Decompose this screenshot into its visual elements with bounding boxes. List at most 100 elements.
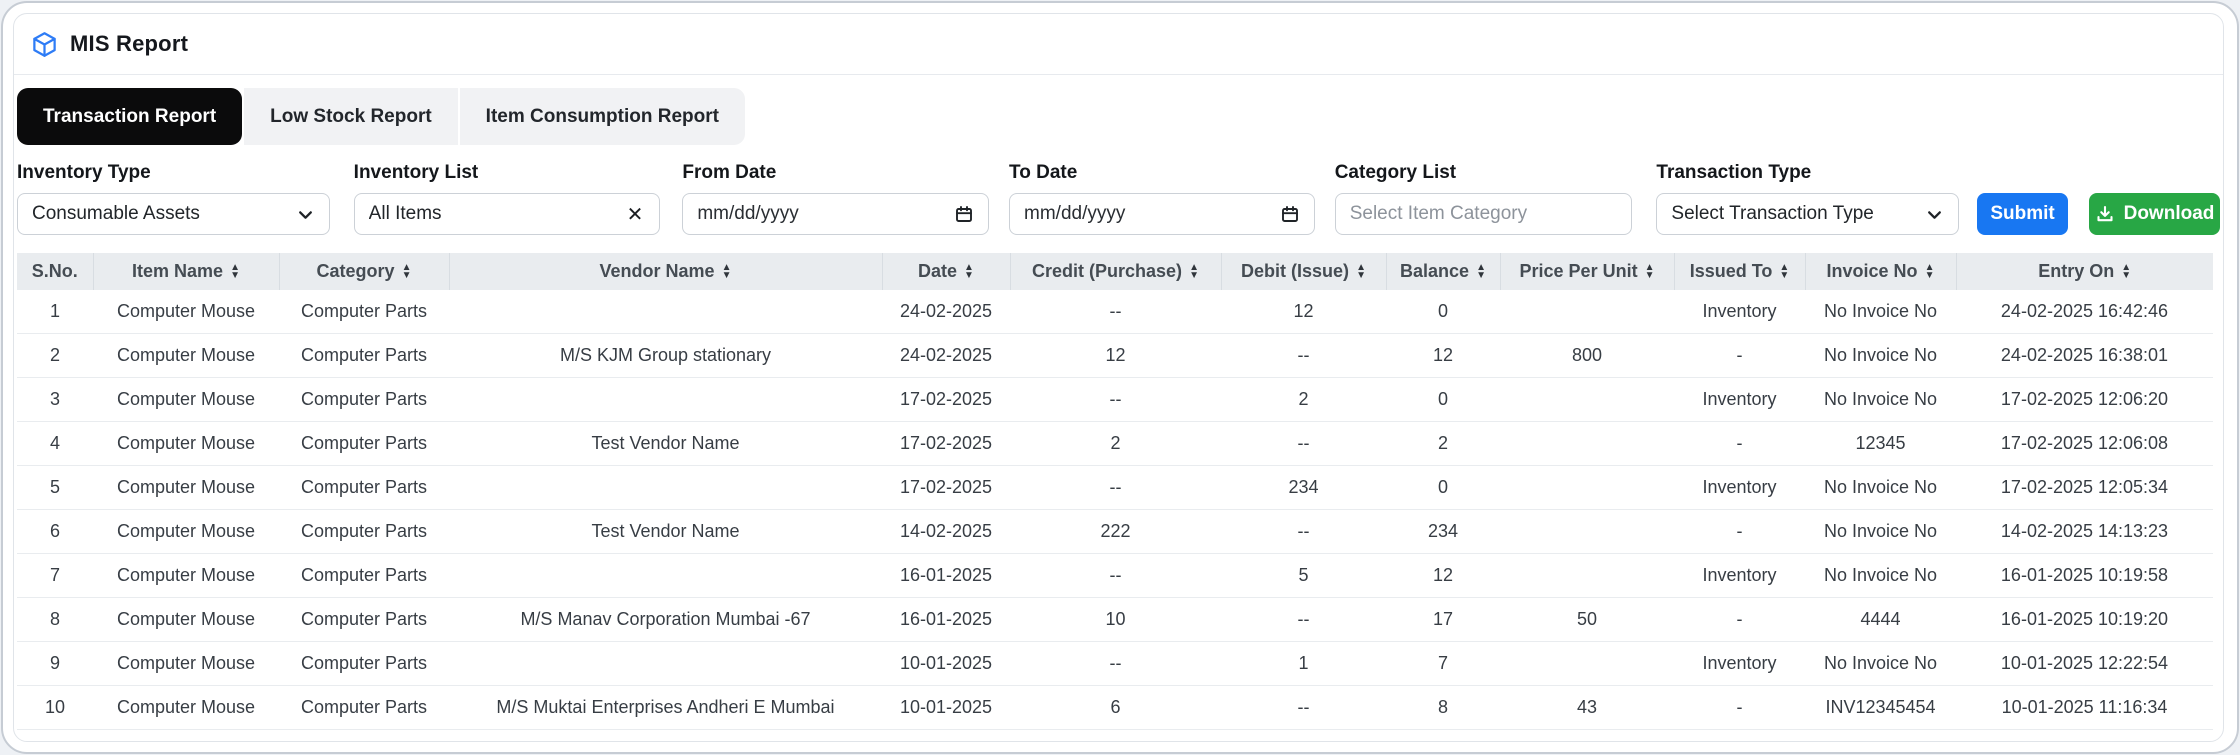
tab-item-consumption-report[interactable]: Item Consumption Report [459, 88, 745, 145]
table-cell [1500, 421, 1674, 466]
tab-transaction-report[interactable]: Transaction Report [17, 88, 243, 145]
table-cell: Computer Mouse [93, 597, 279, 642]
table-cell: Inventory [1674, 377, 1805, 422]
category-list-label: Category List [1334, 162, 1457, 183]
inventory-type-label: Inventory Type [17, 162, 151, 183]
column-label: Entry On [2038, 261, 2115, 281]
transaction-type-select[interactable]: Select Transaction Type [1656, 193, 1960, 235]
sort-arrows-icon: ▲ ▼ [2121, 261, 2132, 281]
mis-report-card: MIS Report Transaction Report Low Stock … [13, 13, 2224, 742]
column-header-category[interactable]: Category ▲ ▼ [278, 253, 449, 290]
from-date-label: From Date [682, 162, 777, 183]
table-cell [1500, 290, 1674, 334]
table-cell: Test Vendor Name [449, 509, 882, 554]
table-cell: 12 [1221, 290, 1386, 334]
download-icon [2095, 204, 2115, 224]
table-cell: 10 [17, 685, 93, 730]
tab-label: Transaction Report [43, 105, 217, 127]
column-label: Category [316, 261, 395, 281]
table-cell: 17-02-2025 [882, 421, 1010, 466]
tab-label: Item Consumption Report [485, 105, 719, 127]
report-tabs: Transaction Report Low Stock Report Item… [17, 88, 2220, 145]
table-row: 1 Computer Mouse Computer Parts 24-02-2025-… [17, 290, 2213, 334]
table-cell: 6 [17, 509, 93, 554]
table-cell: 234 [1221, 465, 1386, 510]
column-header-entry-on[interactable]: Entry On ▲ ▼ [1955, 253, 2213, 290]
filter-transaction-type: Transaction Type Select Transaction Type [1656, 161, 1960, 235]
sort-arrows-icon: ▲ ▼ [230, 261, 240, 281]
table-cell: 17-02-2025 [882, 465, 1010, 510]
sort-arrows-icon: ▲ ▼ [1356, 261, 1366, 281]
table-cell: Computer Mouse [93, 377, 279, 422]
table-cell: No Invoice No [1805, 553, 1956, 598]
table-cell: 800 [1500, 333, 1674, 378]
table-cell: 5 [1221, 553, 1386, 598]
table-cell [1500, 465, 1674, 510]
table-cell [449, 641, 882, 686]
table-cell: -- [1010, 290, 1221, 334]
cube-icon [31, 31, 58, 58]
transaction-table-wrap: S.No. Item Name ▲ ▼ Category ▲ ▼ Vendor Name ▲ ▼ D… [17, 253, 2220, 730]
chevron-down-icon [1925, 205, 1944, 224]
download-button[interactable]: Download [2089, 193, 2220, 235]
table-cell: 1 [1221, 641, 1386, 686]
transaction-type-label: Transaction Type [1656, 162, 1812, 183]
table-cell: No Invoice No [1805, 465, 1956, 510]
inventory-type-select[interactable]: Consumable Assets [17, 193, 330, 235]
calendar-icon[interactable] [1280, 204, 1300, 224]
table-cell: 24-02-2025 16:38:01 [1956, 333, 2213, 378]
table-cell: Inventory [1674, 553, 1805, 598]
table-cell: 17-02-2025 [882, 377, 1010, 422]
table-cell: 0 [1386, 290, 1500, 334]
column-header-vendor-name[interactable]: Vendor Name ▲ ▼ [448, 253, 882, 290]
table-cell: 12 [1386, 553, 1500, 598]
sort-arrows-icon: ▲ ▼ [964, 261, 974, 281]
column-header-date[interactable]: Date ▲ ▼ [881, 253, 1010, 290]
table-cell [1500, 641, 1674, 686]
column-header-credit-purchase[interactable]: Credit (Purchase) ▲ ▼ [1009, 253, 1221, 290]
from-date-input[interactable]: mm/dd/yyyy [682, 193, 990, 235]
column-label: Date [918, 261, 958, 281]
calendar-icon[interactable] [954, 204, 974, 224]
table-row: 10 Computer Mouse Computer Parts M/S Muktai… [17, 685, 2213, 730]
table-cell: 43 [1500, 685, 1674, 730]
table-row: 9 Computer Mouse Computer Parts 10-01-2025-… [17, 641, 2213, 686]
table-row: 4 Computer Mouse Computer Parts Test Vendor… [17, 421, 2213, 466]
table-cell: -- [1221, 421, 1386, 466]
to-date-input[interactable]: mm/dd/yyyy [1009, 193, 1315, 235]
table-cell: Computer Parts [279, 290, 449, 334]
sort-arrows-icon: ▲ ▼ [721, 261, 732, 281]
table-cell: -- [1221, 509, 1386, 554]
column-header-issued-to[interactable]: Issued To ▲ ▼ [1673, 253, 1805, 290]
table-cell [449, 377, 882, 422]
column-header-balance[interactable]: Balance ▲ ▼ [1385, 253, 1500, 290]
table-cell: Computer Parts [279, 509, 449, 554]
table-cell [1500, 509, 1674, 554]
table-cell: 4 [17, 421, 93, 466]
inventory-list-input[interactable]: All Items ✕ [353, 193, 661, 235]
column-header-invoice-no[interactable]: Invoice No ▲ ▼ [1804, 253, 1956, 290]
table-cell: 17-02-2025 12:06:08 [1956, 421, 2213, 466]
table-cell: 16-01-2025 10:19:20 [1956, 597, 2213, 642]
sort-arrows-icon: ▲ ▼ [401, 261, 412, 281]
table-cell: 222 [1010, 509, 1221, 554]
table-cell: -- [1221, 685, 1386, 730]
table-cell: 24-02-2025 [882, 333, 1010, 378]
table-cell: - [1674, 421, 1805, 466]
column-header-price-per-unit[interactable]: Price Per Unit ▲ ▼ [1499, 253, 1674, 290]
column-header-item-name[interactable]: Item Name ▲ ▼ [92, 253, 279, 290]
tab-low-stock-report[interactable]: Low Stock Report [244, 88, 458, 145]
sort-arrows-icon: ▲ ▼ [1924, 261, 1935, 281]
filter-inventory-type: Inventory Type Consumable Assets [17, 161, 330, 235]
table-cell: 8 [17, 597, 93, 642]
filter-from-date: From Date mm/dd/yyyy [682, 161, 990, 235]
table-row: 7 Computer Mouse Computer Parts 16-01-2025-… [17, 553, 2213, 598]
category-list-input[interactable]: Select Item Category [1334, 193, 1633, 235]
submit-button[interactable]: Submit [1977, 193, 2068, 235]
table-cell [1500, 377, 1674, 422]
close-icon[interactable]: ✕ [626, 203, 644, 226]
table-cell [449, 290, 882, 334]
column-label: S.No. [31, 261, 78, 281]
column-header-debit-issue[interactable]: Debit (Issue) ▲ ▼ [1220, 253, 1386, 290]
column-header-s-no: S.No. [17, 253, 93, 290]
